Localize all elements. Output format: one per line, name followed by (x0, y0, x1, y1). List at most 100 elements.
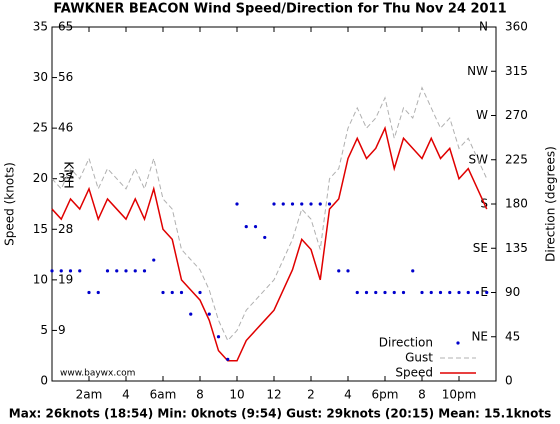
y2-tick-label: 180 (505, 197, 528, 211)
direction-dot (226, 357, 230, 361)
direction-dot (189, 312, 193, 316)
compass-label: W (476, 108, 488, 122)
x-tick-label: 12 (266, 388, 281, 402)
y-tick-label: 25 (33, 121, 48, 135)
x-tick-label: 8 (418, 388, 426, 402)
direction-dot (207, 312, 211, 316)
kmh-tick-label: 19 (58, 272, 73, 286)
direction-dot (300, 202, 304, 206)
x-tick-label: 6am (150, 388, 177, 402)
compass-label: SE (473, 241, 488, 255)
direction-dot (475, 290, 480, 295)
direction-dot (50, 269, 54, 273)
chart-title: FAWKNER BEACON Wind Speed/Direction for … (53, 2, 506, 17)
x-tick-label: 6pm (372, 388, 399, 402)
x-tick-label: 10 (229, 388, 244, 402)
direction-dot (337, 269, 341, 273)
x-tick-label: 2 (307, 388, 315, 402)
direction-dot (457, 290, 461, 295)
direction-dot (309, 202, 313, 206)
y-tick-label: 5 (40, 323, 48, 337)
direction-dot (281, 202, 285, 206)
compass-label: E (480, 285, 488, 299)
legend-label: Gust (405, 351, 433, 365)
footer: Max: 26knots (18:54) Min: 0knots (9:54) … (9, 407, 551, 421)
direction-dot (263, 235, 267, 240)
y-axis-label: Speed (knots) (3, 162, 17, 246)
speed-line (51, 125, 488, 362)
kmh-tick-label: 56 (58, 70, 73, 84)
direction-dot (392, 290, 396, 295)
direction-dot (411, 269, 415, 273)
y-tick-label: 10 (33, 272, 48, 286)
x-tick-label: 4 (122, 388, 130, 402)
direction-dot (374, 290, 378, 295)
direction-dot (96, 290, 100, 295)
direction-dot (429, 290, 433, 295)
direction-dot (448, 290, 452, 295)
direction-dot (87, 290, 91, 295)
direction-dot (170, 290, 174, 295)
legend-label: Direction (379, 336, 433, 350)
legend-label: Speed (395, 366, 433, 380)
direction-dot (346, 269, 350, 273)
direction-dot (290, 202, 295, 206)
y2-axis-label: Direction (degrees) (544, 146, 558, 262)
x-tick-label: 8 (196, 388, 204, 402)
y2-tick-label: 0 (505, 374, 513, 388)
direction-dot (133, 269, 137, 273)
y-tick-label: 0 (40, 374, 48, 388)
direction-dot (327, 202, 332, 206)
direction-dot (179, 290, 184, 295)
kmh-tick-label: 9 (58, 323, 66, 337)
direction-dot (198, 290, 202, 295)
x-tick-label: 10pm (442, 388, 477, 402)
direction-dot (152, 258, 156, 262)
compass-label: N (479, 20, 488, 34)
direction-dot (68, 269, 73, 273)
y2-tick-label: 45 (505, 329, 520, 343)
kmh-label: KMH (62, 161, 76, 188)
watermark: www.baywx.com (60, 369, 135, 379)
direction-dot (364, 290, 369, 295)
kmh-tick-label: 28 (58, 222, 73, 236)
direction-dot (253, 225, 258, 229)
compass-label: NW (467, 64, 488, 78)
direction-dot (124, 269, 128, 273)
kmh-tick-label: 65 (58, 20, 73, 34)
direction-dot (438, 290, 443, 295)
direction-dot (383, 290, 387, 295)
direction-dot (142, 269, 147, 273)
y2-tick-label: 135 (505, 241, 528, 255)
y-tick-label: 35 (33, 20, 48, 34)
direction-dot (216, 335, 221, 339)
legend-swatch (456, 341, 460, 345)
direction-dot (235, 202, 239, 206)
y2-tick-label: 315 (505, 64, 528, 78)
kmh-tick-label: 46 (58, 121, 73, 135)
direction-dot (355, 290, 359, 295)
direction-dot (466, 290, 470, 295)
direction-dot (420, 290, 424, 295)
direction-dot (244, 225, 248, 229)
direction-dot (401, 290, 406, 295)
direction-dot (115, 269, 119, 273)
y-tick-label: 30 (33, 70, 48, 84)
y2-tick-label: 225 (505, 152, 528, 166)
compass-label: NE (471, 329, 488, 343)
direction-dot (105, 269, 110, 273)
direction-dot (78, 269, 82, 273)
x-tick-label: 4 (344, 388, 352, 402)
direction-dot (318, 202, 322, 206)
direction-dot (59, 269, 63, 273)
y2-tick-label: 270 (505, 108, 528, 122)
y2-tick-label: 360 (505, 20, 528, 34)
y-tick-label: 20 (33, 171, 48, 185)
y2-tick-label: 90 (505, 285, 520, 299)
gust-line (51, 86, 488, 342)
direction-dot (272, 202, 276, 206)
direction-dot (161, 290, 165, 295)
y-tick-label: 15 (33, 222, 48, 236)
x-tick-label: 2am (76, 388, 103, 402)
